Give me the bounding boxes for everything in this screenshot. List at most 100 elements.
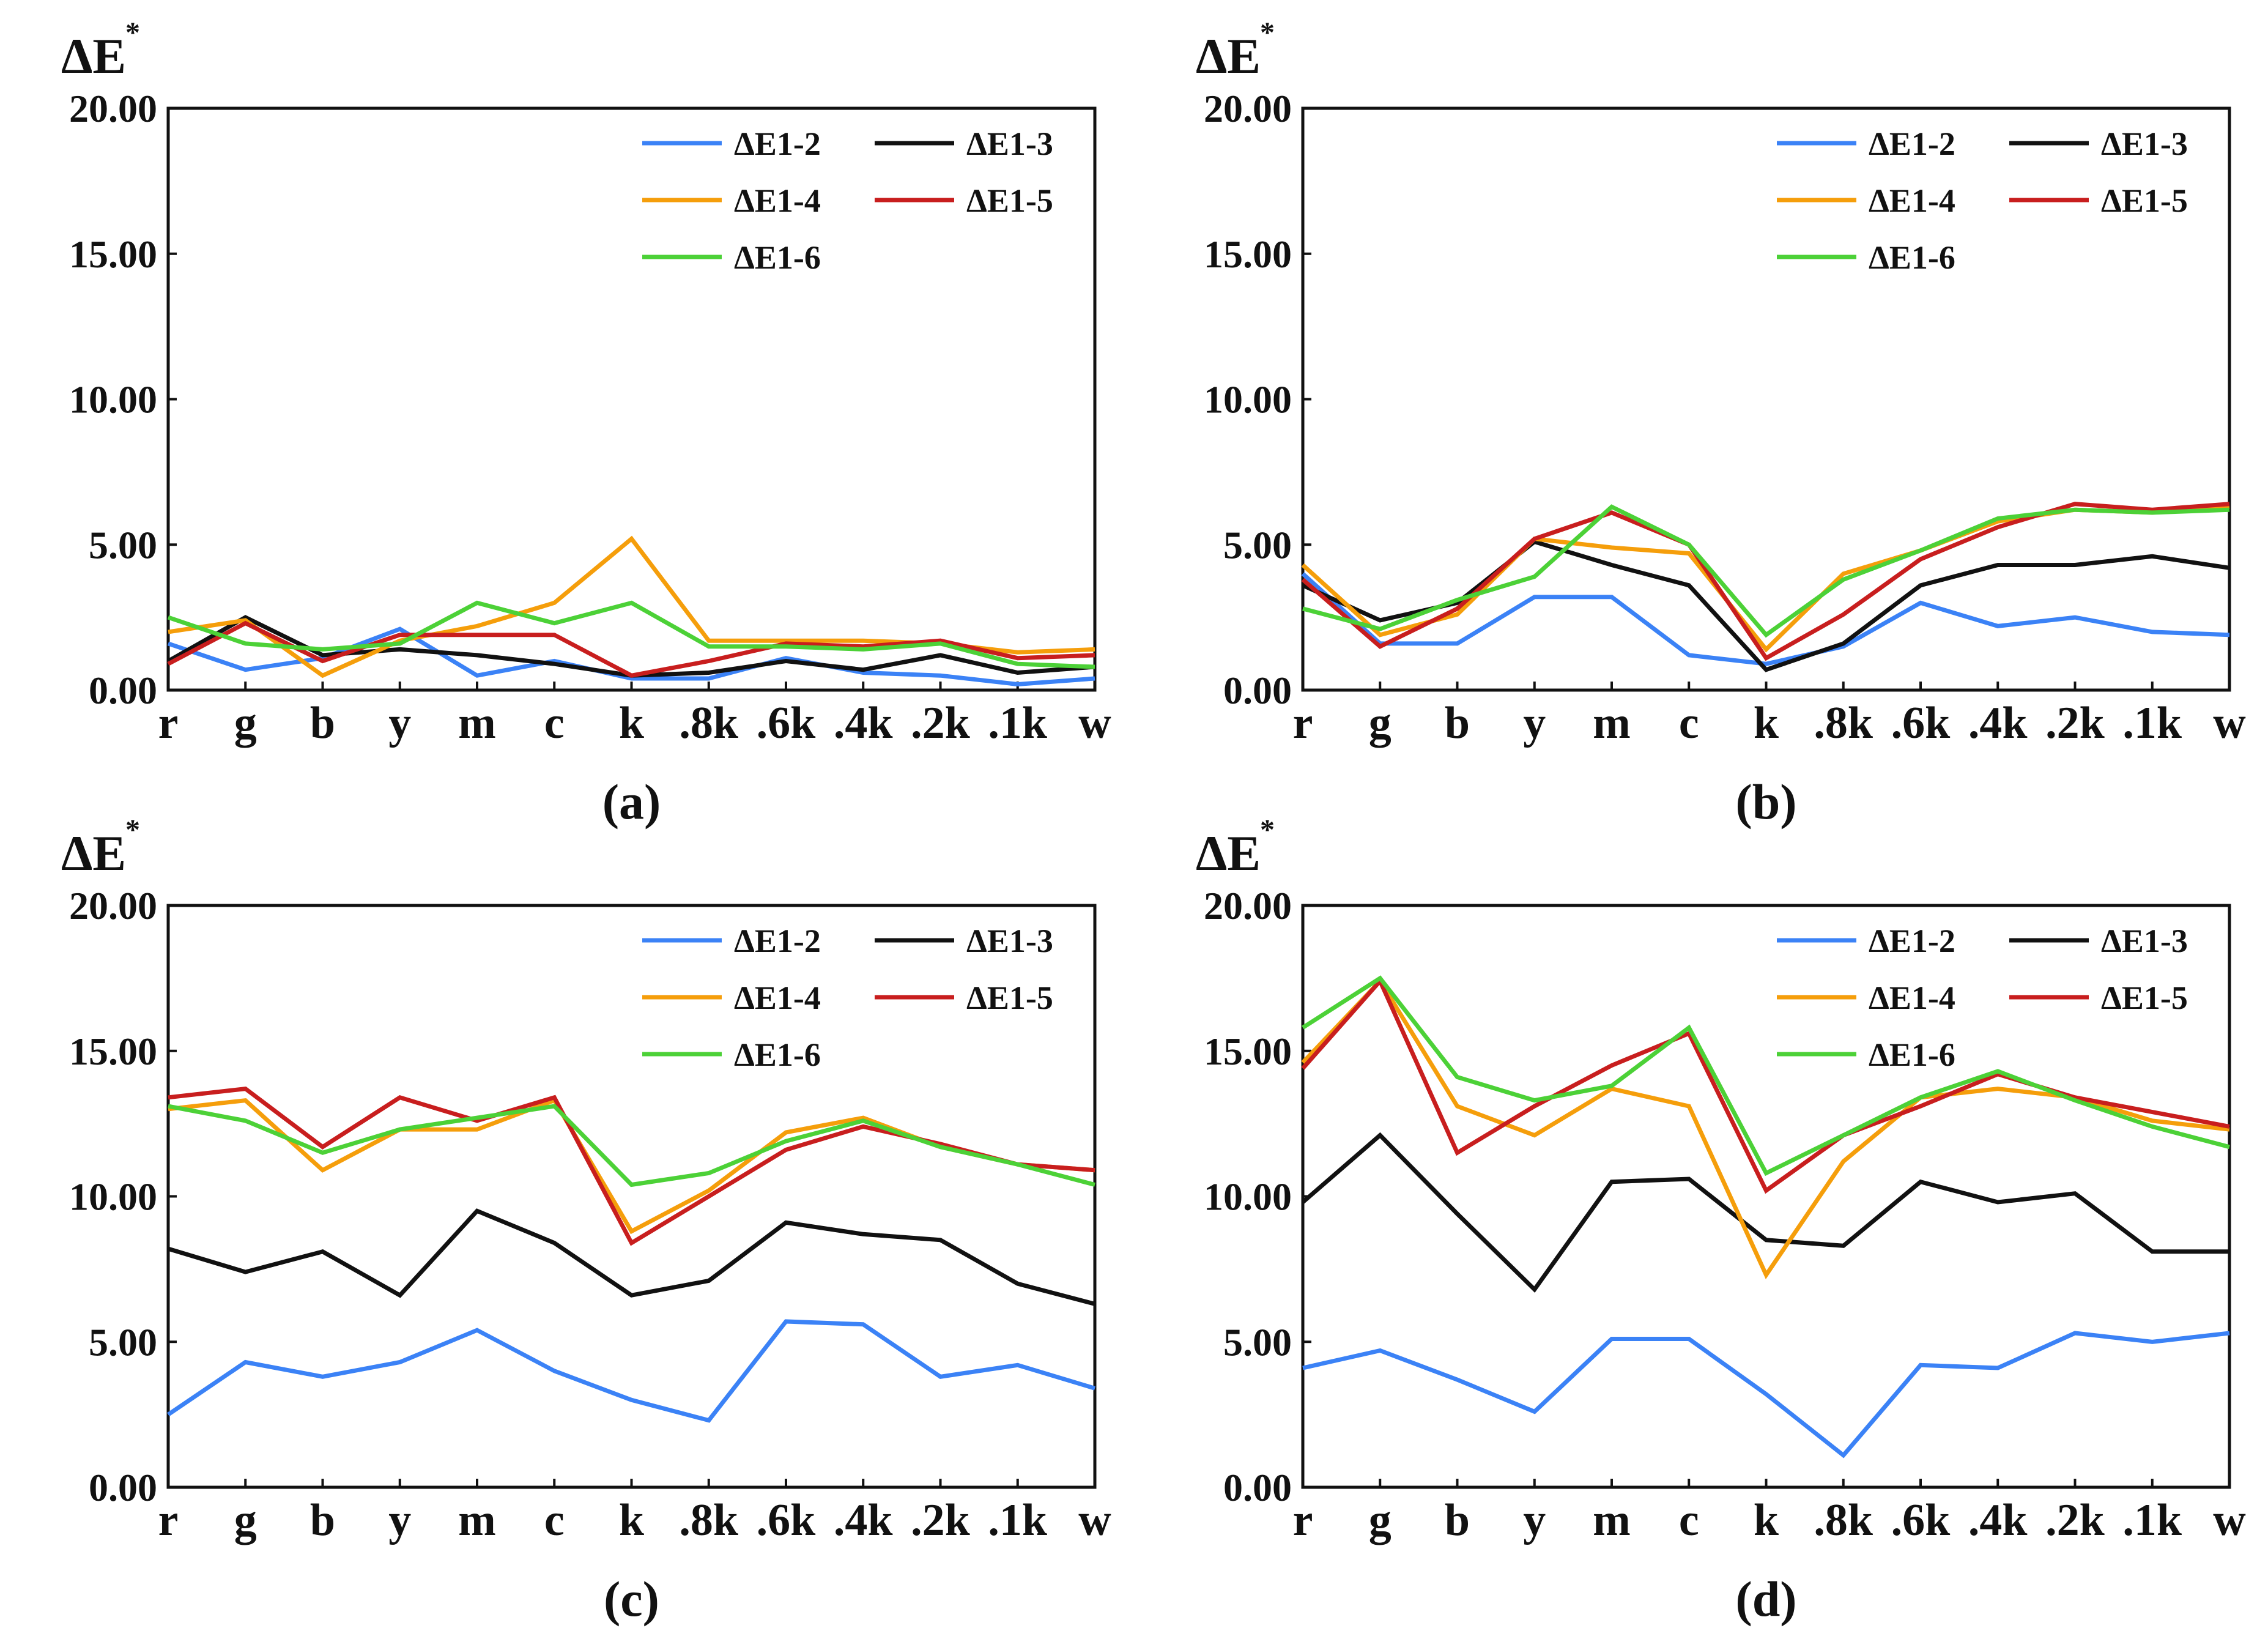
x-tick-label: .6k: [1891, 1495, 1951, 1545]
y-axis-label-superscript: *: [1260, 814, 1275, 846]
x-tick-label: g: [234, 698, 257, 748]
y-axis-label: ΔE: [1196, 825, 1261, 881]
series-line-1-5: [167, 620, 1095, 678]
x-tick-label: w: [2213, 698, 2246, 748]
y-tick-label: 15.00: [69, 1030, 157, 1073]
series-line-1-5: [1301, 977, 2230, 1194]
x-tick-label: .2k: [911, 698, 971, 748]
y-tick-label: 0.00: [89, 1466, 157, 1509]
legend-label: ΔE1-5: [2101, 182, 2188, 219]
x-tick-label: w: [1078, 1495, 1111, 1545]
legend-label: ΔE1-3: [2101, 125, 2188, 162]
x-tick-label: r: [1293, 1495, 1313, 1545]
legend-label: ΔE1-2: [734, 125, 821, 162]
x-tick-label: y: [388, 1495, 411, 1545]
x-tick-label: .1k: [988, 1495, 1048, 1545]
x-tick-label: .4k: [834, 1495, 894, 1545]
x-tick-label: .2k: [2045, 698, 2105, 748]
y-tick-label: 15.00: [1204, 1030, 1292, 1073]
x-tick-label: g: [1369, 698, 1392, 748]
series-line-1-5: [168, 1086, 1095, 1246]
series-line-1-4: [1301, 504, 2230, 653]
y-tick-label: 20.00: [1204, 87, 1292, 130]
x-tick-label: .6k: [757, 1495, 817, 1545]
x-tick-label: .2k: [2045, 1495, 2105, 1545]
x-tick-label: c: [544, 698, 565, 748]
y-tick-label: 15.00: [69, 232, 157, 276]
y-tick-label: 20.00: [69, 87, 157, 130]
x-tick-label: r: [158, 1495, 179, 1545]
y-axis-label-superscript: *: [125, 17, 140, 49]
series-line-1-6: [168, 1104, 1095, 1187]
x-tick-label: .6k: [1891, 698, 1951, 748]
y-axis-label: ΔE: [61, 825, 126, 881]
x-tick-label: c: [1679, 1495, 1699, 1545]
legend-label: ΔE1-5: [966, 979, 1053, 1016]
x-tick-label: k: [619, 1495, 645, 1545]
x-tick-label: .1k: [2122, 698, 2182, 748]
y-axis-label-superscript: *: [1260, 17, 1275, 49]
x-tick-label: y: [1523, 698, 1546, 748]
y-tick-label: 5.00: [1223, 523, 1292, 567]
plot-frame: [1301, 106, 2231, 692]
x-tick-label: .8k: [679, 1495, 739, 1545]
series-line-1-4: [168, 1098, 1095, 1235]
y-tick-label: 0.00: [89, 669, 157, 712]
legend-label: ΔE1-6: [1869, 239, 1955, 276]
x-tick-label: w: [2213, 1495, 2246, 1545]
x-tick-label: m: [458, 1495, 496, 1545]
series-line-1-4: [1301, 977, 2230, 1280]
legend-label: ΔE1-2: [734, 923, 821, 959]
y-tick-label: 20.00: [69, 884, 157, 927]
y-tick-label: 10.00: [69, 1175, 157, 1219]
series-line-1-3: [1302, 539, 2230, 672]
legend-label: ΔE1-3: [966, 923, 1053, 959]
x-tick-label: m: [458, 698, 496, 748]
x-tick-label: .1k: [988, 698, 1048, 748]
y-tick-label: 0.00: [1223, 1466, 1292, 1509]
x-tick-label: k: [1754, 1495, 1779, 1545]
legend-label: ΔE1-6: [1869, 1036, 1955, 1073]
x-tick-label: y: [388, 698, 411, 748]
series-line-1-5: [1301, 502, 2230, 661]
x-tick-label: .8k: [1814, 698, 1873, 748]
x-tick-label: r: [1293, 698, 1313, 748]
legend-label: ΔE1-4: [1869, 182, 1955, 219]
y-tick-label: 5.00: [89, 523, 157, 567]
x-tick-label: .1k: [2122, 1495, 2182, 1545]
x-tick-label: b: [310, 698, 335, 748]
y-tick-label: 20.00: [1204, 884, 1292, 927]
x-tick-label: g: [234, 1495, 257, 1545]
y-axis-label-superscript: *: [125, 814, 140, 846]
x-tick-label: .6k: [757, 698, 817, 748]
x-tick-label: k: [619, 698, 645, 748]
y-axis-label: ΔE: [1196, 28, 1261, 84]
legend-label: ΔE1-6: [734, 1036, 821, 1073]
x-tick-label: .8k: [679, 698, 739, 748]
series-line-1-6: [1302, 504, 2230, 638]
legend-label: ΔE1-4: [1869, 979, 1955, 1016]
x-tick-label: k: [1754, 698, 1779, 748]
chart-panel-c: 0.00 5.00 10.00 15.00 20.00 r g b y m c k .8k .6k .4k.…: [61, 814, 1111, 1627]
y-tick-label: 5.00: [1223, 1320, 1292, 1364]
series-line-1-2: [167, 1319, 1096, 1423]
series-line-1-6: [1302, 975, 2230, 1176]
x-tick-label: c: [544, 1495, 565, 1545]
legend-label: ΔE1-3: [966, 125, 1053, 162]
series-line-1-3: [167, 1208, 1095, 1306]
legend-label: ΔE1-4: [734, 979, 821, 1016]
x-tick-label: y: [1523, 1495, 1546, 1545]
x-tick-label: w: [1078, 698, 1111, 748]
x-tick-label: .8k: [1814, 1495, 1873, 1545]
series-line-1-2: [1302, 1331, 2230, 1459]
chart-panel-d: 0.00 5.00 10.00 15.00 20.00 r g b y m c k .8k .6k .4k.…: [1196, 814, 2246, 1627]
legend-label: ΔE1-6: [734, 239, 821, 276]
x-tick-label: b: [1445, 698, 1470, 748]
legend-label: ΔE1-5: [966, 182, 1053, 219]
legend-label: ΔE1-3: [2101, 923, 2188, 959]
x-tick-label: .4k: [834, 698, 894, 748]
chart-panel-a: 0.00 5.00 10.00 15.00 20.00 r g b y m c k .8k .6k .4k.…: [61, 17, 1111, 830]
y-tick-label: 5.00: [89, 1320, 157, 1364]
legend-label: ΔE1-2: [1869, 923, 1955, 959]
